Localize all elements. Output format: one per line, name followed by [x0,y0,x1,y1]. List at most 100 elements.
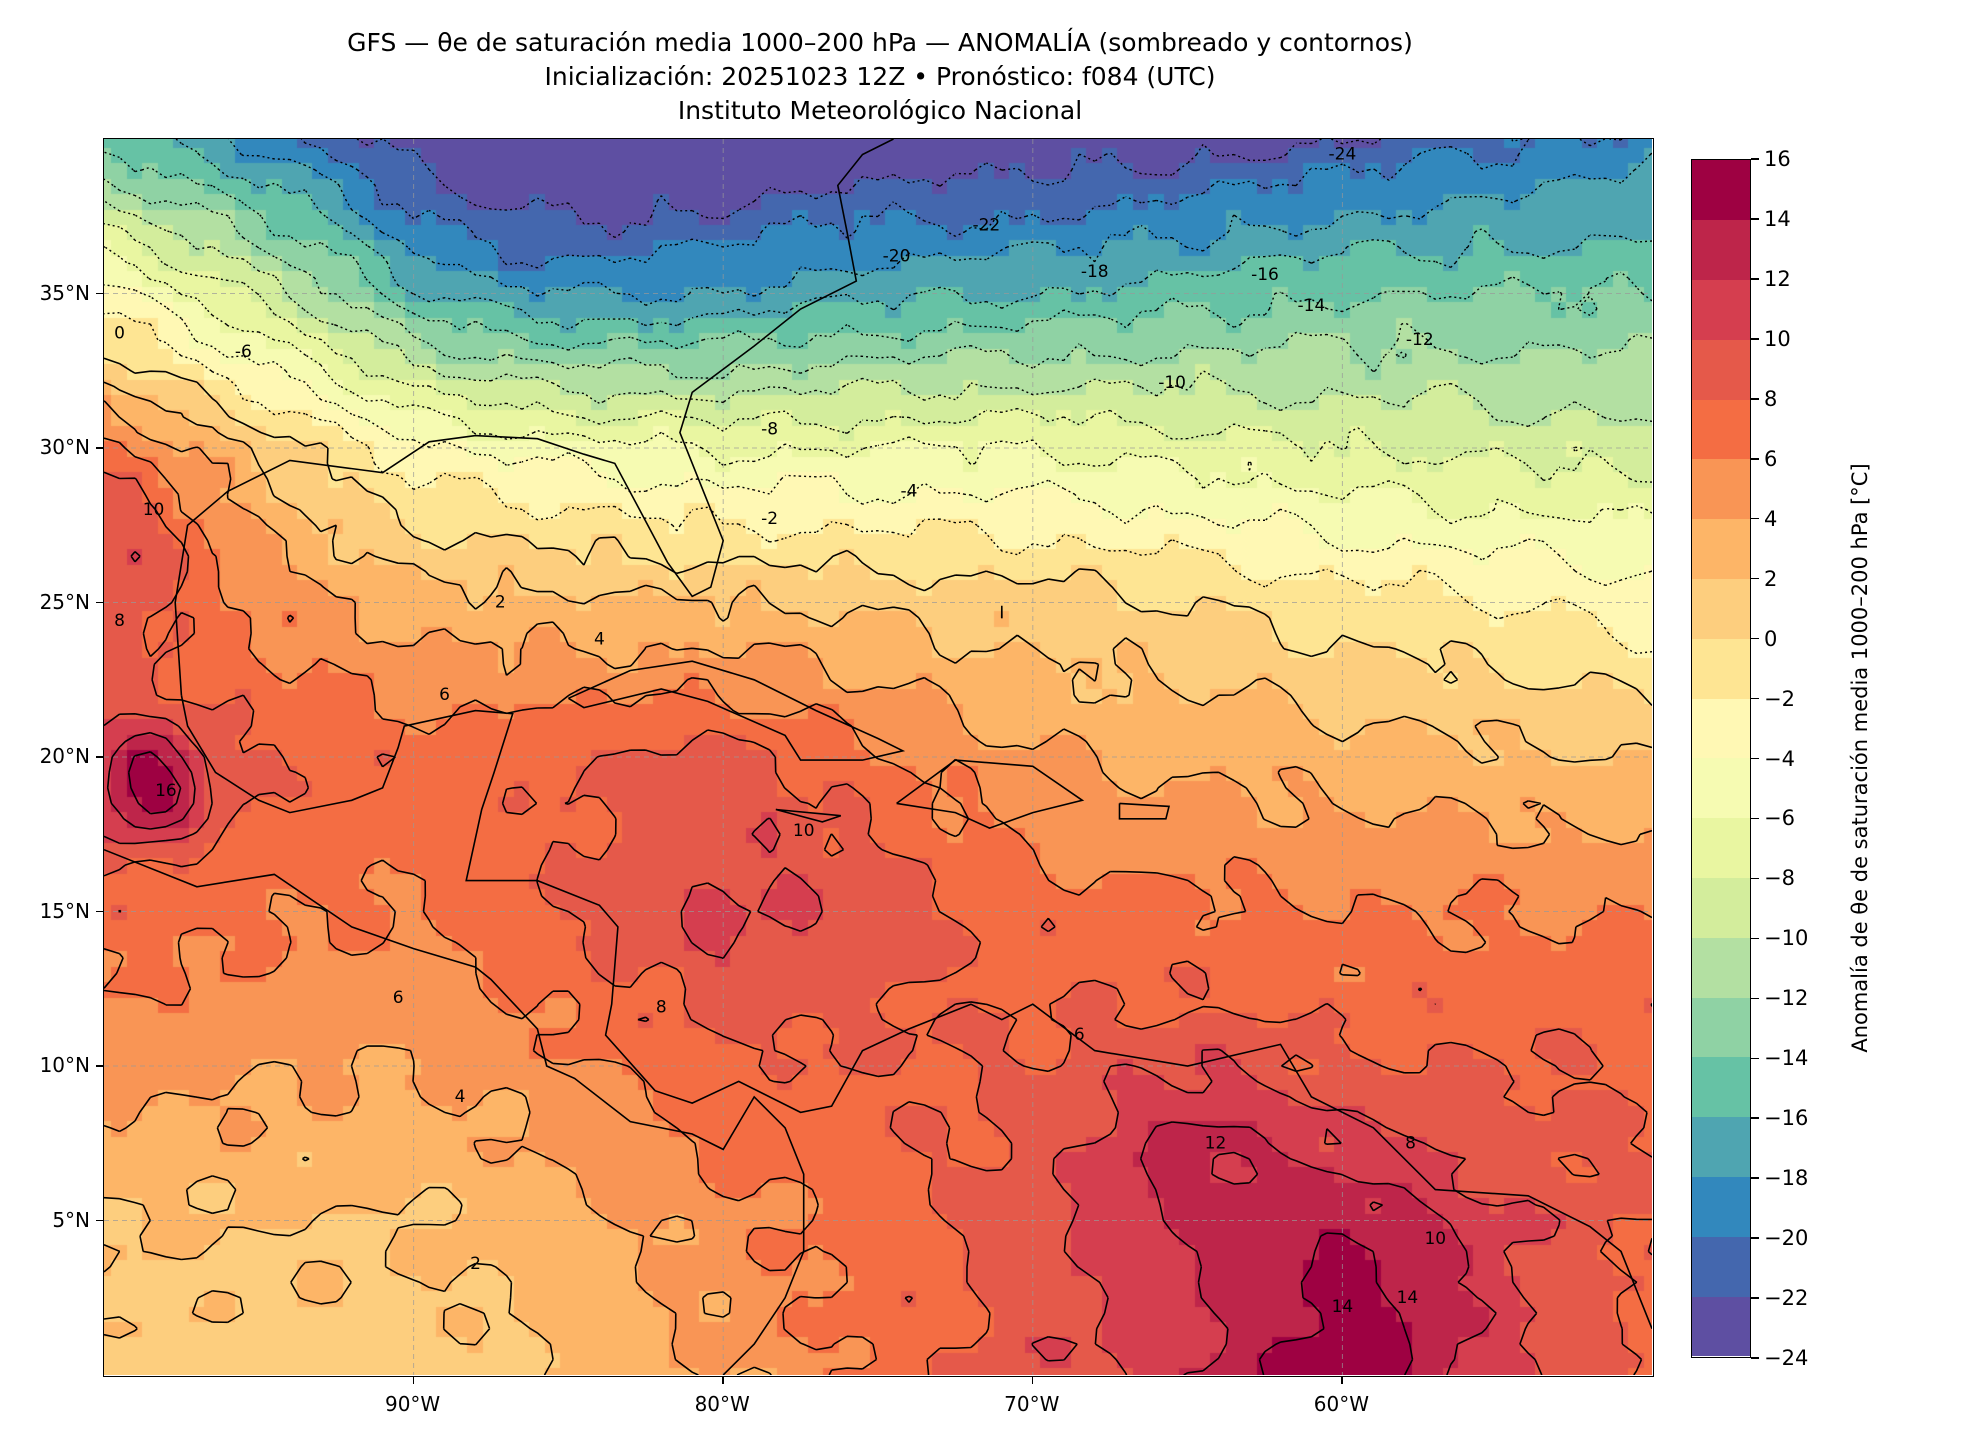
contour-label: -14 [1298,296,1326,316]
contour-line-neg [356,139,1382,239]
y-tick-mark [96,447,103,449]
coastline [180,695,1652,1329]
y-tick-mark [96,756,103,758]
contour-label: 14 [1397,1288,1419,1308]
coastline [775,808,842,823]
colorbar-tick-mark [1751,458,1759,460]
colorbar-bin [1692,817,1750,879]
contour-line-neg [227,139,1652,306]
contour-line-pos [127,751,1414,1375]
colorbar-tick-mark [1751,1357,1759,1359]
contour-label: -10 [1158,373,1186,393]
colorbar-tick-mark [1751,1057,1759,1059]
colorbar-tick-label: −18 [1764,1166,1809,1191]
colorbar-tick-label: 4 [1764,506,1778,531]
contour-label: -18 [1081,262,1109,282]
colorbar-bin [1692,279,1750,340]
contour-label: -4 [900,481,917,501]
coastline [567,660,906,761]
y-tick-mark [96,1219,103,1221]
colorbar-bin [1692,160,1750,221]
contour-line-neg [104,223,1652,483]
contour-label: 14 [1332,1297,1354,1317]
colorbar-tick-mark [1751,1177,1759,1179]
colorbar-tick-mark [1751,817,1759,820]
contour-label: -24 [1329,144,1357,164]
coastline [896,759,1085,829]
coastline [104,848,805,1375]
y-tick-label: 10°N [39,1053,90,1077]
y-tick-mark [96,601,103,603]
y-tick-mark [96,910,103,912]
contour-line-neg [300,139,1623,269]
contour-label: 8 [656,997,667,1017]
colorbar-tick-label: 10 [1764,326,1791,351]
contour-line-pos [104,357,1652,706]
colorbar-label: Anomalía de θe de saturación media 1000–… [1848,463,1872,1053]
colorbar-tick-mark [1751,517,1759,520]
colorbar [1691,159,1751,1358]
colorbar-bin [1692,578,1750,639]
colorbar-tick-label: −22 [1764,1286,1809,1311]
colorbar-bin [1692,219,1750,281]
colorbar-tick-label: −16 [1764,1106,1809,1131]
contour-label: 6 [1074,1025,1085,1045]
colorbar-bin [1692,399,1750,460]
x-tick-label: 90°W [384,1392,441,1416]
x-tick-label: 80°W [694,1392,750,1416]
y-tick-label: 25°N [39,589,90,614]
contour-label: -12 [1406,330,1434,350]
contour-line-pos [104,471,1652,1375]
colorbar-tick-mark [1751,877,1759,880]
y-tick-label: 30°N [39,435,90,459]
contour-label: -2 [761,509,778,529]
y-tick-label: 5°N [52,1207,90,1232]
colorbar-tick-mark [1751,278,1759,280]
colorbar-bin [1692,1057,1750,1118]
contour-label: 4 [594,630,605,650]
contour-line-pos [104,381,1652,1375]
colorbar-tick-label: 14 [1764,206,1791,231]
contour-line-neg [104,312,1652,655]
contour-line-neg [104,284,1652,587]
y-tick-mark [96,1065,103,1067]
contour-line-neg [175,139,1652,330]
colorbar-bin [1692,638,1750,699]
contour-line-pos [106,731,1497,1375]
colorbar-bin [1692,518,1750,580]
colorbar-tick-label: 0 [1764,626,1778,651]
colorbar-bin [1692,758,1750,819]
x-tick-mark [1341,1377,1343,1384]
x-tick-mark [412,1377,415,1384]
contour-label: 0 [114,324,125,344]
contour-line-neg [104,246,1652,525]
colorbar-tick-label: −12 [1764,986,1809,1011]
colorbar-tick-mark [1751,218,1759,220]
colorbar-bin [1692,1176,1750,1237]
contour-label: -6 [235,342,252,362]
colorbar-tick-label: −4 [1764,746,1795,771]
x-tick-mark [722,1377,724,1384]
coastline [174,139,894,696]
contour-label: 16 [155,781,177,801]
colorbar-bin [1692,937,1750,998]
y-tick-label: 20°N [39,744,90,768]
contour-label: 6 [439,685,450,705]
contour-line-pos [104,437,1652,1375]
contour-label: 4 [455,1087,466,1107]
y-tick-label: 35°N [39,280,90,305]
contour-label: 2 [470,1254,481,1274]
colorbar-tick-label: 6 [1764,446,1778,471]
contour-label: 12 [1205,1133,1227,1153]
colorbar-tick-label: 16 [1764,147,1791,171]
colorbar-tick-label: 8 [1764,386,1778,411]
colorbar-tick-mark [1751,637,1759,640]
contour-label: 6 [393,988,404,1008]
colorbar-bin [1692,997,1750,1058]
colorbar-tick-mark [1751,937,1759,940]
colorbar-bin [1692,339,1750,400]
contour-line-neg [104,178,1652,379]
colorbar-tick-label: −6 [1764,806,1795,831]
colorbar-tick-label: −20 [1764,1226,1809,1251]
contour-label: 8 [1405,1133,1416,1153]
